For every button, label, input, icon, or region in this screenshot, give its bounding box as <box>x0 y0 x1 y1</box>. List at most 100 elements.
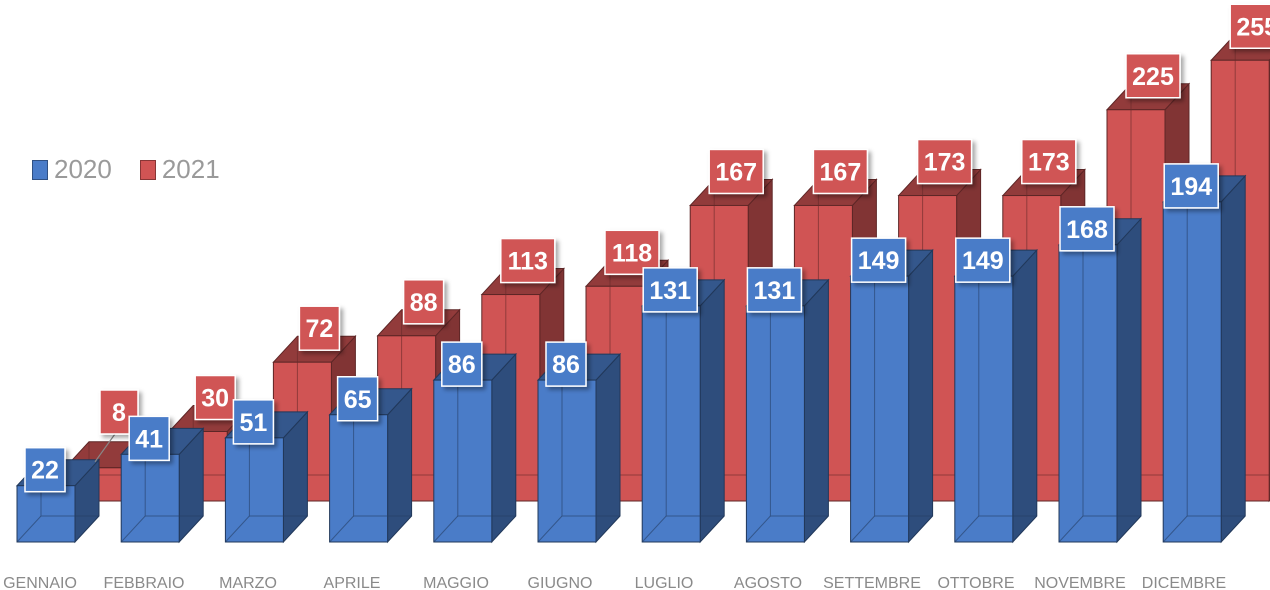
data-label-box-2020-gennaio <box>24 446 66 493</box>
legend-label-2020: 2020 <box>54 154 112 184</box>
data-label-box-2020-maggio <box>441 341 483 387</box>
data-label-box-2021-dicembre <box>1229 3 1270 49</box>
data-label-text-2020-ottobre: 149 <box>962 247 1004 275</box>
bar-edge-diag-2020-agosto <box>746 515 771 543</box>
bar-2020-luglio <box>641 278 726 544</box>
bar-edge-diag-2020-luglio <box>641 515 667 543</box>
bar-front-2020-ottobre <box>954 275 1014 543</box>
data-label-2020-luglio: 131 <box>642 267 698 313</box>
data-label-box-2020-dicembre <box>1163 163 1219 209</box>
data-label-box-2021-giugno <box>604 229 660 276</box>
data-label-box-2021-marzo <box>298 305 341 351</box>
data-label-box-2021-aprile <box>402 279 445 325</box>
category-label-agosto: AGOSTO <box>734 575 802 590</box>
bar-edge-diag-2020-settembre <box>850 515 875 543</box>
data-label-box-2021-ottobre <box>1021 138 1077 185</box>
bar-front-2020-maggio <box>433 379 493 543</box>
data-label-text-2020-agosto: 131 <box>754 277 796 305</box>
data-label-box-2021-settembre <box>916 138 973 185</box>
bar-front-2020-aprile <box>329 414 389 543</box>
bar-front-2020-febbraio <box>120 453 180 543</box>
data-label-text-2021-gennaio: 8 <box>112 399 126 427</box>
legend-swatch-2021 <box>139 159 156 180</box>
bar-edge-diag-2020-marzo <box>225 515 250 543</box>
category-label-maggio: MAGGIO <box>423 575 489 590</box>
data-label-2021-novembre: 225 <box>1125 53 1181 99</box>
data-label-text-2021-maggio: 113 <box>508 248 548 276</box>
data-label-2020-dicembre: 194 <box>1163 163 1219 209</box>
data-label-2021-dicembre: 255 <box>1229 3 1270 49</box>
data-label-2020-febbraio: 41 <box>128 415 170 462</box>
legend-swatch-2020 <box>32 159 48 180</box>
bar-front-2020-giugno <box>537 379 597 543</box>
data-label-text-2020-luglio: 131 <box>649 277 691 305</box>
bar-side-2020-luglio <box>699 278 725 544</box>
data-label-box-2021-agosto <box>812 148 869 195</box>
data-label-text-2020-maggio: 86 <box>448 351 476 379</box>
data-label-2020-settembre: 149 <box>850 237 907 283</box>
data-label-box-2021-luglio <box>708 148 764 195</box>
bar-front-2020-agosto <box>745 305 805 543</box>
data-label-2021-marzo: 72 <box>298 305 341 351</box>
category-label-febbraio: FEBBRAIO <box>104 575 185 590</box>
data-label-box-2020-settembre <box>850 237 907 283</box>
data-label-text-2021-settembre: 173 <box>924 149 966 177</box>
data-label-2021-luglio: 167 <box>708 148 764 195</box>
data-label-2020-marzo: 51 <box>232 399 275 445</box>
bar-side-2020-agosto <box>803 278 829 544</box>
data-label-text-2020-febbraio: 41 <box>135 425 163 453</box>
data-label-text-2021-febbraio: 30 <box>201 385 229 413</box>
category-label-marzo: MARZO <box>219 575 277 590</box>
data-label-box-2020-luglio <box>642 267 698 313</box>
category-label-ottobre: OTTOBRE <box>937 575 1014 590</box>
data-label-2021-maggio: 113 <box>500 237 556 284</box>
category-label-luglio: LUGLIO <box>635 575 694 590</box>
data-label-2021-agosto: 167 <box>812 148 869 195</box>
legend-label-2021: 2021 <box>161 154 220 184</box>
bar-edge-diag-2020-febbraio <box>120 515 146 543</box>
bar-edge-diag-2020-ottobre <box>954 515 980 543</box>
data-label-text-2021-giugno: 118 <box>612 239 652 267</box>
data-label-2021-ottobre: 173 <box>1021 138 1077 185</box>
data-label-text-2021-agosto: 167 <box>820 158 862 186</box>
bar-2020-ottobre <box>953 248 1038 544</box>
data-label-2020-agosto: 131 <box>746 267 803 313</box>
bar-side-2020-aprile <box>387 387 413 544</box>
data-label-text-2021-ottobre: 173 <box>1028 149 1070 177</box>
bar-2020-dicembre <box>1162 174 1247 544</box>
data-label-box-2020-agosto <box>746 267 803 313</box>
bar-front-2020-novembre <box>1058 244 1118 543</box>
data-label-2020-maggio: 86 <box>441 341 483 387</box>
category-label-novembre: NOVEMBRE <box>1034 575 1126 590</box>
bar-edge-diag-2020-novembre <box>1058 515 1084 543</box>
data-label-text-2020-aprile: 65 <box>344 386 372 414</box>
category-label-aprile: APRILE <box>324 575 381 590</box>
data-label-box-2020-aprile <box>336 376 379 422</box>
data-label-2020-ottobre: 149 <box>955 237 1011 283</box>
category-label-dicembre: DICEMBRE <box>1142 575 1226 590</box>
bar-2020-novembre <box>1057 217 1143 544</box>
category-label-gennaio: GENNAIO <box>3 575 77 590</box>
data-label-text-2020-giugno: 86 <box>552 351 580 379</box>
data-label-box-2020-giugno <box>545 341 587 387</box>
data-label-box-2020-febbraio <box>128 415 170 462</box>
data-label-2021-aprile: 88 <box>402 279 445 325</box>
data-label-2020-novembre: 168 <box>1059 206 1115 252</box>
data-label-text-2021-novembre: 225 <box>1132 63 1174 91</box>
data-label-2021-giugno: 118 <box>604 229 660 276</box>
bar-2020-agosto <box>745 278 830 544</box>
data-label-text-2020-novembre: 168 <box>1066 216 1108 244</box>
data-label-2020-gennaio: 22 <box>24 446 66 493</box>
data-label-text-2021-marzo: 72 <box>305 315 333 343</box>
bar-edge-diag-2020-giugno <box>537 515 563 543</box>
leader-line-2021-gennaio <box>94 433 116 463</box>
data-label-box-2020-marzo <box>232 399 275 445</box>
data-label-text-2021-dicembre: 255 <box>1236 13 1270 41</box>
data-label-2020-giugno: 86 <box>545 341 587 387</box>
data-label-text-2020-settembre: 149 <box>858 247 900 275</box>
data-label-text-2021-aprile: 88 <box>410 289 438 317</box>
data-label-box-2020-novembre <box>1059 206 1115 252</box>
bar-side-2020-settembre <box>908 248 934 544</box>
legend: 2020 2021 <box>32 154 248 185</box>
bar-side-2020-giugno <box>595 352 621 544</box>
